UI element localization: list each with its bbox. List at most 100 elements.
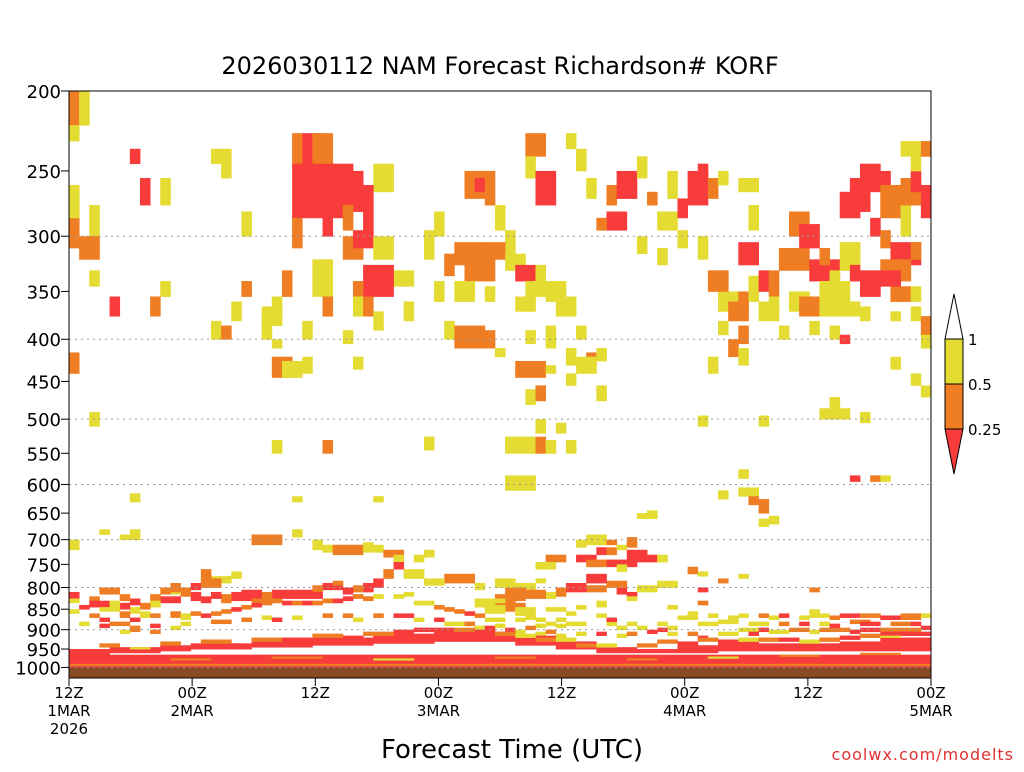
heatmap-cell — [565, 373, 577, 386]
heatmap-cell — [261, 600, 273, 606]
heatmap-cell — [910, 373, 922, 386]
heatmap-cell — [515, 633, 536, 638]
heatmap-cell — [109, 600, 121, 608]
heatmap-cell — [525, 156, 536, 179]
heatmap-cell — [565, 611, 577, 616]
heatmap-cell — [758, 415, 770, 427]
heatmap-cell — [565, 621, 587, 627]
heatmap-cell — [748, 496, 759, 506]
heatmap-cell — [139, 178, 151, 206]
heatmap-cell — [241, 281, 252, 297]
heatmap-cell — [312, 133, 334, 165]
heatmap-cell — [139, 611, 151, 618]
colorbar-segment — [944, 383, 964, 430]
heatmap-cell — [221, 325, 232, 340]
heatmap-cell — [535, 617, 547, 623]
heatmap-cell — [596, 385, 607, 402]
heatmap-cell — [494, 598, 506, 604]
heatmap-cell — [241, 211, 252, 237]
heatmap-cell — [910, 621, 922, 627]
heatmap-cell — [596, 631, 607, 636]
heatmap-cell — [778, 621, 790, 627]
heatmap-cell — [332, 544, 364, 556]
heatmap-cell — [373, 578, 384, 588]
heatmap-cell — [677, 615, 699, 620]
y-tick-label: 950 — [27, 640, 61, 661]
heatmap-cell — [160, 596, 181, 604]
heatmap-cell — [545, 440, 557, 454]
heatmap-cell — [789, 627, 810, 633]
heatmap-cell — [271, 656, 323, 659]
heatmap-cell — [860, 652, 901, 656]
heatmap-cell — [799, 639, 820, 644]
heatmap-cell — [413, 617, 425, 623]
heatmap-cell — [738, 348, 749, 366]
heatmap-cell — [900, 631, 932, 636]
heatmap-cell — [626, 658, 658, 661]
heatmap-cell — [545, 621, 557, 627]
heatmap-cell — [758, 518, 770, 528]
x-tick-label: 3MAR — [417, 702, 460, 720]
y-tick-label: 450 — [27, 372, 61, 393]
heatmap-cell — [292, 589, 313, 599]
heatmap-cell — [119, 611, 131, 618]
heatmap-cell — [849, 629, 861, 635]
heatmap-cell — [342, 587, 354, 595]
heatmap-cell — [423, 230, 435, 260]
x-tick-label: 4MAR — [663, 702, 706, 720]
heatmap-cell — [454, 325, 486, 349]
heatmap-cell — [241, 617, 252, 623]
heatmap-cell — [322, 613, 334, 618]
heatmap-cell — [170, 582, 181, 593]
heatmap-cell — [99, 607, 110, 612]
heatmap-cell — [707, 178, 719, 199]
heatmap-cell — [718, 170, 729, 186]
heatmap-cell — [799, 643, 841, 652]
heatmap-cell — [210, 148, 232, 165]
heatmap-cell — [210, 591, 222, 599]
heatmap-cell — [251, 534, 283, 546]
heatmap-cell — [920, 334, 932, 349]
heatmap-cell — [748, 275, 759, 302]
heatmap-cell — [474, 625, 486, 631]
heatmap-cell — [119, 594, 131, 602]
heatmap-cell — [393, 561, 405, 570]
heatmap-cell — [221, 609, 232, 614]
heatmap-cell — [484, 286, 496, 302]
heatmap-cell — [261, 615, 273, 620]
heatmap-cell — [900, 613, 922, 620]
heatmap-cell — [281, 360, 303, 378]
heatmap-cell — [444, 573, 476, 584]
heatmap-cell — [860, 613, 881, 618]
heatmap-cell — [839, 334, 851, 345]
heatmap-cell — [860, 633, 881, 638]
heatmap-cell — [728, 339, 739, 358]
heatmap-cell — [667, 604, 678, 610]
heatmap-cell — [636, 513, 648, 519]
heatmap-cell — [738, 325, 749, 345]
heatmap-cell — [819, 408, 851, 420]
heatmap-cell — [190, 611, 202, 616]
heatmap-cell — [586, 178, 597, 199]
heatmap-cell — [839, 641, 881, 652]
heatmap-cell — [829, 623, 841, 629]
heatmap-cell — [860, 270, 901, 287]
y-tick-label: 850 — [27, 600, 61, 621]
heatmap-cell — [129, 529, 141, 535]
colorbar-label: 0.5 — [968, 376, 992, 394]
heatmap-cell — [778, 613, 790, 618]
heatmap-cell — [920, 625, 932, 631]
heatmap-cell — [271, 589, 293, 599]
heatmap-cell — [484, 604, 506, 614]
heatmap-cell — [454, 281, 476, 302]
heatmap-cell — [281, 270, 293, 297]
heatmap-cell — [363, 542, 374, 553]
heatmap-cell — [444, 253, 455, 277]
heatmap-cell — [373, 658, 415, 661]
heatmap-cell — [413, 600, 435, 606]
heatmap-cell — [535, 170, 557, 206]
heatmap-cell — [718, 578, 729, 584]
heatmap-cell — [535, 419, 547, 434]
y-tick-label: 400 — [27, 330, 61, 351]
heatmap-cell — [758, 613, 770, 618]
